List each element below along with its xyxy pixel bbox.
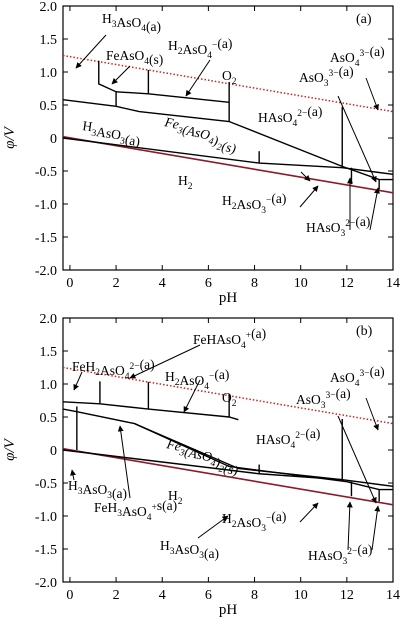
species-label: FeHAsO4+(a) (193, 326, 266, 351)
y-axis-label: φ/V (2, 125, 18, 148)
phase-boundary (62, 137, 394, 175)
y-tick-label: 2.0 (40, 312, 58, 327)
x-tick-label: 8 (251, 588, 258, 603)
y-tick-label: 1.5 (40, 345, 58, 360)
x-tick-label: 14 (386, 588, 400, 603)
label-arrow (346, 501, 353, 551)
label-arrow (300, 171, 311, 182)
species-label: AsO33−(a) (299, 64, 354, 89)
panel-label: (a) (356, 12, 372, 27)
chart-panel-b: 2.0 1.5 1.0 0.5 0 -0.5 -1.0 -1.5 -2.0 0 2 4 6 8 10 12 14… (2, 312, 400, 618)
label-arrow (129, 344, 201, 379)
species-label: Fe3(AsO4)2(s) (160, 114, 240, 156)
species-label: HAsO42−(a) (256, 426, 320, 451)
y-tick-label: -0.5 (35, 165, 57, 180)
label-arrow (73, 371, 83, 391)
label-arrow (369, 187, 380, 231)
species-label: H3AsO4(a) (102, 11, 161, 34)
y-tick-label: 0 (50, 444, 57, 459)
label-arrow (371, 505, 381, 551)
species-label: FeH3AsO4+s(a) (94, 498, 177, 523)
species-label: H3AsO3(a) (160, 538, 219, 561)
x-tick-label: 10 (294, 588, 308, 603)
label-arrow (183, 379, 201, 413)
species-label: O2 (222, 68, 237, 87)
y-tick-label: 0.5 (40, 99, 58, 114)
y-tick-label: 1.0 (40, 66, 58, 81)
species-label: H3AsO3(a) (80, 118, 142, 149)
x-tick-label: 4 (159, 276, 166, 291)
y-axis-label: φ/V (2, 437, 18, 460)
label-arrow (75, 34, 107, 69)
species-label: O2 (222, 390, 237, 409)
species-label: FeH2AsO42−(a) (72, 357, 155, 382)
y-tick-label: -1.0 (35, 198, 57, 213)
x-tick-label: 12 (340, 276, 354, 291)
label-arrow (185, 59, 211, 97)
species-label: HAsO32−(a) (308, 542, 372, 567)
phase-boundary (98, 60, 117, 107)
species-label: H2AsO4−(a) (168, 36, 232, 61)
x-tick-label: 6 (205, 276, 212, 291)
phase-boundary (62, 401, 239, 421)
label-arrow (117, 425, 131, 499)
x-tick-label: 14 (386, 276, 400, 291)
x-tick-label: 2 (113, 588, 120, 603)
plot-frame (62, 317, 394, 583)
water-line-h2 (62, 135, 394, 194)
x-tick-label: 0 (66, 276, 73, 291)
y-tick-label: -0.5 (35, 477, 57, 492)
water-line-h2 (62, 447, 394, 506)
species-label: AsO43−(a) (330, 364, 385, 389)
species-label: H2AsO3−(a) (222, 509, 286, 534)
species-label: HAsO32−(a) (306, 214, 370, 239)
x-tick-label: 0 (66, 588, 73, 603)
species-label: H2AsO3−(a) (222, 191, 286, 216)
y-tick-label: -2.0 (35, 576, 57, 591)
y-tick-label: 1.5 (40, 33, 58, 48)
x-tick-label: 4 (159, 588, 166, 603)
species-label: FeAsO4(s) (106, 48, 163, 67)
species-label: AsO43−(a) (330, 44, 385, 69)
y-tick-label: 0 (50, 132, 57, 147)
panel-label: (b) (356, 324, 373, 339)
label-arrow (111, 65, 131, 85)
x-tick-label: 10 (294, 276, 308, 291)
x-tick-label: 6 (205, 588, 212, 603)
chart-panel-a: 2.0 1.5 1.0 0.5 0 -0.5 -1.0 -1.5 -2.0 0 2 4 6 8 10 12 14… (2, 0, 400, 306)
label-arrow (337, 95, 377, 183)
species-label: AsO33−(a) (296, 386, 351, 411)
x-axis-label: pH (219, 290, 238, 306)
label-arrow (365, 77, 379, 111)
y-tick-label: -1.0 (35, 510, 57, 525)
species-label: Fe3(AsO4)2(s) (162, 436, 242, 478)
label-arrow (197, 515, 229, 539)
y-tick-label: -1.5 (35, 231, 57, 246)
y-tick-label: 1.0 (40, 378, 58, 393)
y-tick-label: 2.0 (40, 0, 58, 15)
y-tick-label: 0.5 (40, 411, 58, 426)
y-tick-label: -2.0 (35, 264, 57, 279)
species-label: HAsO42−(a) (258, 104, 322, 129)
label-arrow (299, 185, 319, 208)
species-label: H2AsO4−(a) (165, 367, 229, 392)
x-axis-label: pH (219, 602, 238, 618)
label-arrow (365, 397, 379, 431)
label-arrow (70, 469, 77, 481)
label-arrow (337, 415, 377, 504)
species-label: H2 (168, 488, 183, 507)
species-label: H2 (178, 173, 193, 192)
phase-boundary (116, 91, 230, 104)
label-arrow (299, 502, 319, 523)
x-tick-label: 12 (340, 588, 354, 603)
x-tick-label: 8 (251, 276, 258, 291)
species-label: H3AsO3(a) (68, 478, 127, 501)
y-tick-label: -1.5 (35, 543, 57, 558)
x-tick-label: 2 (113, 276, 120, 291)
